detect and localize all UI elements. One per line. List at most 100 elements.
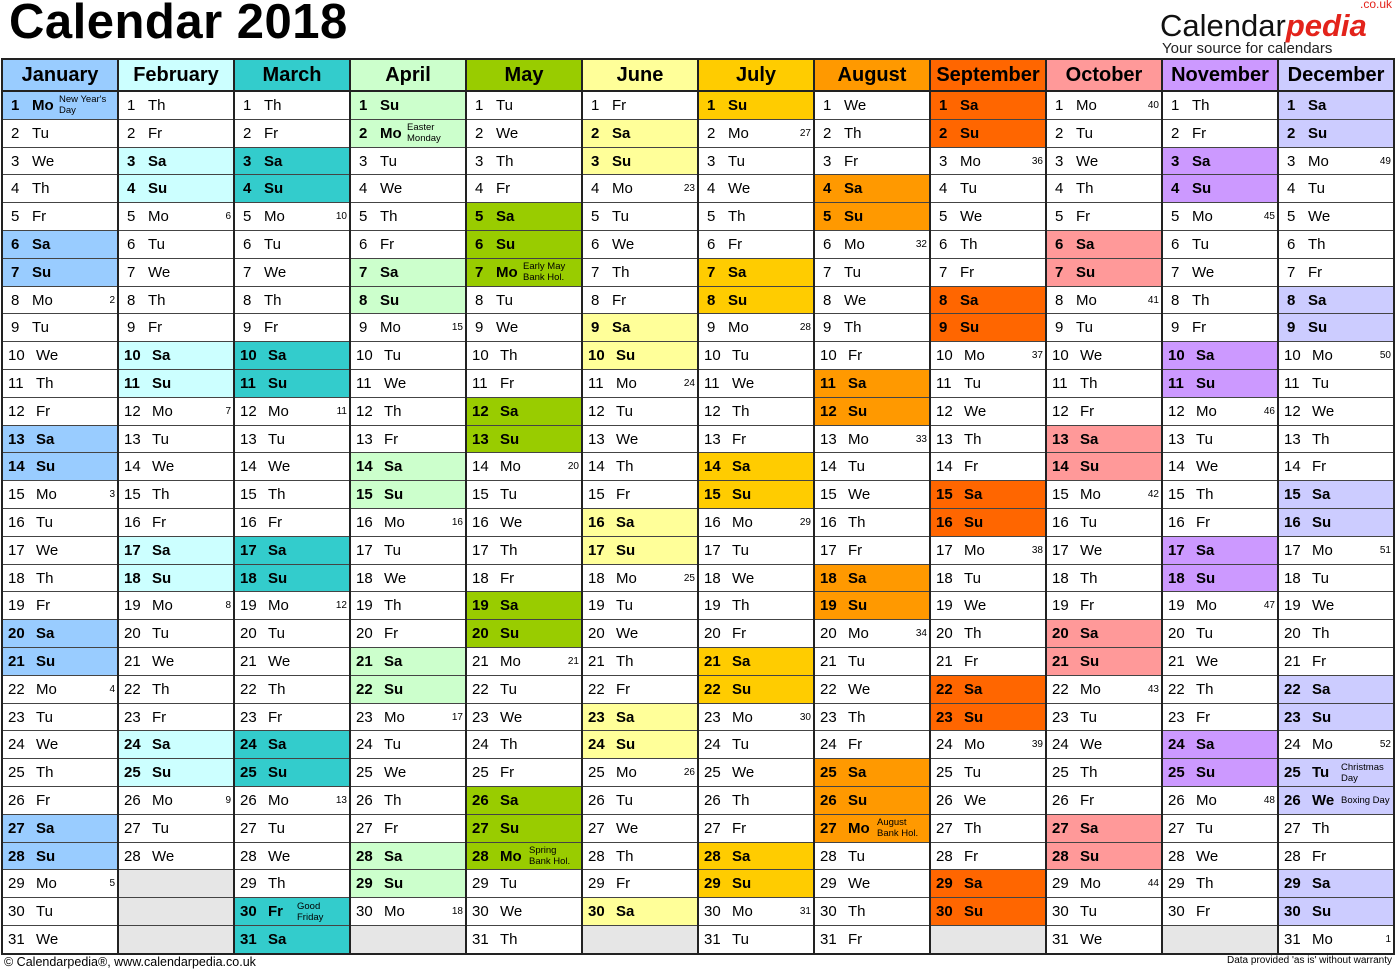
day-cell: 19 We (929, 591, 1047, 621)
day-cell: 15 We (813, 480, 931, 509)
day-cell: 10 Tu (697, 341, 815, 370)
day-cell: 10 Tu (349, 341, 467, 370)
day-number: 8 (1055, 291, 1064, 309)
day-number: 21 (704, 652, 721, 670)
day-cell: 23 Fr (233, 702, 351, 732)
day-number: 27 (704, 819, 721, 837)
weekday: Fr (612, 97, 627, 114)
day-cell: 23 Su (929, 702, 1047, 732)
day-number: 24 (588, 736, 605, 754)
day-number: 22 (1168, 680, 1185, 698)
weekday: Su (616, 347, 636, 365)
month-header-december: December (1277, 58, 1395, 92)
day-number: 1 (823, 97, 832, 114)
day-number: 6 (243, 235, 252, 253)
weekday: Th (264, 97, 282, 114)
day-cell: 31 Th (465, 924, 583, 955)
day-number: 2 (1287, 124, 1296, 142)
day-cell: 25 Mo 26 (581, 758, 699, 787)
weekday: Sa (152, 541, 171, 559)
day-row: 14 Su 14 We 14 We 14 Sa 14 Mo 20 14 Th 14 Sa 14 Tu 14 Fr 14… (1, 452, 1395, 482)
day-row: 4 Th 4 Su 4 Su 4 We 4 Fr 4 Mo 23 4 We 4 Sa 4 Tu 4 Th 4 Su 4 Tu (1, 174, 1395, 204)
day-cell: 1 Mo 40 (1045, 90, 1163, 120)
weekday: Th (1192, 291, 1210, 309)
day-cell: 11 Su (1161, 368, 1279, 398)
weekday: Th (148, 291, 166, 309)
weekday: Mo (36, 875, 57, 893)
day-cell: 21 Fr (1277, 646, 1395, 676)
weekday: Sa (500, 791, 519, 809)
day-number: 27 (124, 819, 141, 837)
day-cell: 15 Sa (929, 480, 1047, 509)
weekday: Sa (152, 736, 171, 754)
weekday: Fr (1196, 708, 1211, 726)
weekday: Mo (1196, 402, 1217, 420)
day-number: 28 (704, 847, 721, 865)
weekday: Sa (1080, 819, 1099, 837)
day-number: 27 (936, 819, 953, 837)
day-cell: 4 Th (1, 174, 119, 204)
day-number: 18 (820, 569, 837, 587)
day-cell: 15 Mo 42 (1045, 480, 1163, 509)
weekday: Fr (496, 180, 511, 198)
day-cell: 23 Sa (581, 702, 699, 732)
day-cell: 26 Su (813, 785, 931, 815)
day-number: 2 (127, 124, 136, 142)
day-number: 23 (8, 708, 25, 726)
day-cell: 2 Fr (1161, 118, 1279, 148)
day-number: 3 (1171, 152, 1180, 170)
day-cell: 20 Su (465, 619, 583, 648)
day-cell: 24 Th (465, 730, 583, 760)
weekday: We (268, 847, 291, 865)
day-number: 14 (240, 458, 257, 476)
day-number: 10 (1168, 347, 1185, 365)
weekday: Tu (500, 486, 517, 504)
day-number: 30 (356, 903, 373, 921)
weekday: Su (1308, 319, 1328, 337)
day-number: 11 (1052, 374, 1068, 392)
day-number: 8 (243, 291, 252, 309)
day-cell: 29 We (813, 869, 931, 899)
day-cell: 27 Sa (1045, 813, 1163, 843)
day-row: 29 Mo 5 29 Th 29 Su 29 Tu 29 Fr 29 Su 29 We 29 Sa 29 Mo 44 2… (1, 869, 1395, 899)
day-cell: 3 Su (581, 146, 699, 176)
day-cell: 10 Mo 37 (929, 341, 1047, 370)
day-number: 10 (588, 347, 605, 365)
day-cell: 9 Tu (1, 313, 119, 343)
weekday: We (1312, 597, 1335, 615)
weekday: Mo (152, 791, 173, 809)
week-number: 25 (683, 572, 695, 584)
day-cell: 11 Th (1, 368, 119, 398)
week-number: 34 (915, 628, 927, 640)
day-cell: 16 Mo 16 (349, 507, 467, 537)
day-number: 19 (1168, 597, 1185, 615)
day-cell: 31 Tu (697, 924, 815, 955)
weekday: Sa (152, 347, 171, 365)
day-number: 20 (588, 625, 605, 643)
weekday: Su (1076, 263, 1096, 281)
day-number: 4 (1287, 180, 1296, 198)
day-row: 22 Mo 4 22 Th 22 Th 22 Su 22 Tu 22 Fr 22 Su 22 We 22 Sa 22 M… (1, 674, 1395, 704)
day-number: 2 (939, 124, 948, 142)
weekday: Th (844, 124, 862, 142)
day-number: 9 (1055, 319, 1064, 337)
day-cell: 13 Tu (1161, 424, 1279, 454)
weekday: Fr (148, 124, 163, 142)
day-cell: 30 We (465, 897, 583, 926)
day-number: 17 (1052, 541, 1069, 559)
day-number: 19 (472, 597, 489, 615)
day-number: 1 (243, 97, 252, 114)
weekday: We (1076, 152, 1099, 170)
day-number: 4 (707, 180, 716, 198)
weekday: Sa (848, 374, 867, 392)
weekday: Fr (728, 235, 743, 253)
week-number: 18 (451, 906, 463, 918)
day-cell: 5 We (1277, 202, 1395, 231)
day-number: 2 (475, 124, 484, 142)
day-number: 18 (936, 569, 953, 587)
day-number: 22 (124, 680, 141, 698)
weekday: Su (36, 652, 56, 670)
day-cell: 1 Su (349, 90, 467, 120)
weekday: We (728, 180, 751, 198)
day-cell: 16 Tu (1045, 507, 1163, 537)
